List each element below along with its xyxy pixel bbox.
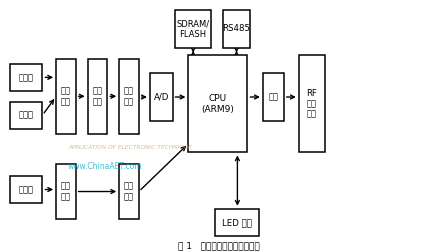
Text: 变送器: 变送器 — [18, 111, 34, 120]
Text: www.ChinaAET.com: www.ChinaAET.com — [68, 162, 142, 171]
Text: A/D: A/D — [153, 92, 169, 102]
Text: RS485: RS485 — [223, 24, 251, 34]
Bar — [175, 10, 211, 48]
Bar — [188, 55, 247, 152]
Text: 开关量: 开关量 — [18, 185, 34, 194]
Text: 信号
隔离: 信号 隔离 — [61, 87, 71, 106]
Bar — [56, 164, 76, 219]
Bar — [119, 164, 139, 219]
Bar — [150, 73, 173, 121]
Text: APPLICATION OF ELECTRONIC TECHNIQUE: APPLICATION OF ELECTRONIC TECHNIQUE — [68, 145, 192, 150]
Bar — [215, 209, 259, 236]
Bar — [10, 64, 42, 91]
Text: RF
发射
模块: RF 发射 模块 — [307, 89, 317, 119]
Text: 采样
保持: 采样 保持 — [124, 87, 134, 106]
Text: 信号
处理: 信号 处理 — [61, 182, 71, 201]
Text: LED 显示: LED 显示 — [223, 218, 252, 227]
Text: CPU
(ARM9): CPU (ARM9) — [201, 94, 234, 114]
Bar — [56, 59, 76, 134]
Text: 接口: 接口 — [268, 92, 278, 102]
Bar — [263, 73, 284, 121]
Text: 信号
接收: 信号 接收 — [124, 182, 134, 201]
Bar — [10, 102, 42, 129]
Bar — [88, 59, 107, 134]
Bar — [299, 55, 325, 152]
Text: 传感器: 传感器 — [18, 73, 34, 82]
Bar — [10, 176, 42, 203]
Bar — [119, 59, 139, 134]
Text: 多路
转换: 多路 转换 — [92, 87, 102, 106]
Bar — [223, 10, 250, 48]
Text: 图 1   电力变压器在线监测系统: 图 1 电力变压器在线监测系统 — [178, 242, 260, 251]
Text: SDRAM/
FLASH: SDRAM/ FLASH — [177, 19, 210, 39]
